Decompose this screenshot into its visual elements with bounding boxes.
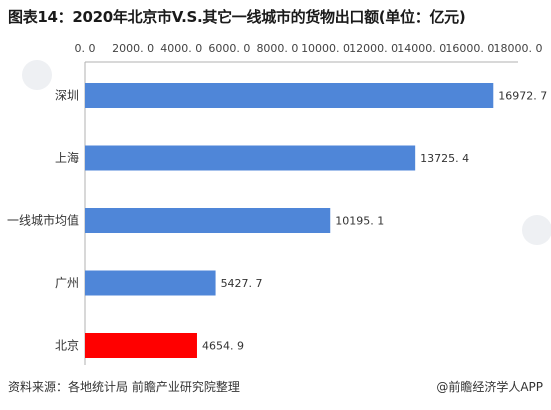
category-label: 一线城市均值 — [7, 213, 79, 228]
x-tick-label: 14000. 0 — [397, 42, 446, 55]
credit-note: @前瞻经济学人APP — [436, 380, 543, 394]
watermark-logo-left — [22, 60, 52, 90]
value-label: 5427. 7 — [221, 277, 263, 290]
x-tick-label: 0. 0 — [75, 42, 96, 55]
x-tick-label: 6000. 0 — [208, 42, 250, 55]
value-label: 13725. 4 — [420, 152, 469, 165]
bar — [85, 208, 331, 233]
x-tick-label: 10000. 0 — [301, 42, 350, 55]
value-label: 4654. 9 — [202, 340, 244, 353]
x-tick-label: 16000. 0 — [445, 42, 494, 55]
value-label: 10195. 1 — [335, 215, 384, 228]
x-tick-label: 8000. 0 — [256, 42, 298, 55]
bar — [85, 270, 216, 296]
watermark-logo-right — [522, 215, 551, 245]
category-label: 广州 — [55, 276, 79, 290]
x-tick-label: 12000. 0 — [349, 42, 398, 55]
category-label: 深圳 — [55, 89, 79, 103]
source-note: 资料来源：各地统计局 前瞻产业研究院整理 — [8, 380, 240, 394]
bar — [85, 333, 197, 358]
bar — [85, 145, 416, 171]
category-label: 北京 — [55, 339, 79, 353]
chart-title: 图表14：2020年北京市V.S.其它一线城市的货物出口额(单位：亿元) — [8, 8, 466, 26]
x-tick-label: 4000. 0 — [160, 42, 202, 55]
category-label: 上海 — [55, 150, 79, 165]
bar — [85, 83, 494, 108]
x-tick-label: 2000. 0 — [112, 42, 154, 55]
x-tick-label: 18000. 0 — [494, 42, 543, 55]
value-label: 16972. 7 — [498, 90, 547, 103]
